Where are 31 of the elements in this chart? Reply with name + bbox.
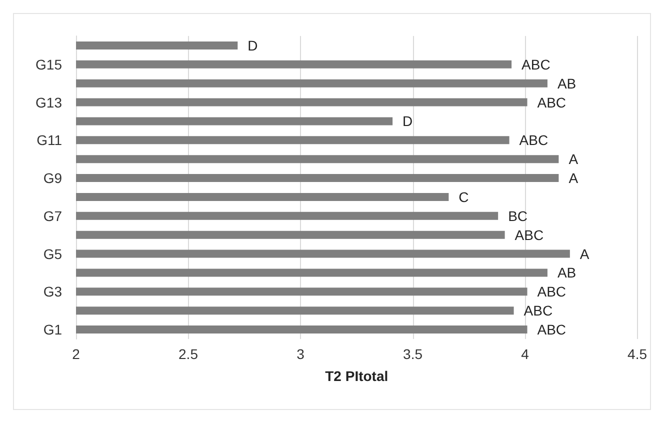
- x-tick-label: 2.5: [178, 346, 198, 362]
- data-label: AB: [557, 264, 576, 281]
- data-label: ABC: [537, 284, 566, 300]
- x-tick-label: 3: [296, 346, 305, 362]
- x-tick-label: 4.5: [628, 346, 648, 362]
- y-tick-label: G11: [36, 132, 62, 148]
- data-label: ABC: [537, 94, 566, 110]
- y-tick-label: G9: [43, 170, 62, 186]
- data-label: A: [568, 170, 579, 186]
- data-label: C: [458, 188, 469, 205]
- x-tick-label: 3.5: [403, 346, 423, 362]
- y-tick-label: G13: [36, 94, 62, 110]
- data-label: A: [580, 246, 590, 262]
- y-tick-label: G3: [43, 284, 62, 300]
- y-tick-label: G1: [43, 322, 62, 338]
- data-label: ABC: [522, 56, 550, 72]
- data-label: A: [568, 151, 579, 168]
- data-label: ABC: [519, 132, 548, 148]
- data-label: D: [402, 113, 413, 130]
- y-tick-label: G5: [43, 246, 62, 262]
- data-label: ABC: [524, 302, 553, 319]
- x-tick-label: 4: [521, 346, 530, 362]
- y-tick-label: G15: [36, 56, 62, 72]
- data-label: ABC: [537, 322, 566, 338]
- data-label: ABC: [514, 226, 544, 243]
- y-tick-label: G7: [43, 208, 62, 224]
- x-axis-title: T2 PItotal: [325, 368, 388, 384]
- data-label: D: [248, 37, 258, 54]
- data-label: AB: [557, 75, 576, 92]
- data-label: BC: [508, 208, 528, 224]
- x-tick-label: 2: [72, 346, 80, 362]
